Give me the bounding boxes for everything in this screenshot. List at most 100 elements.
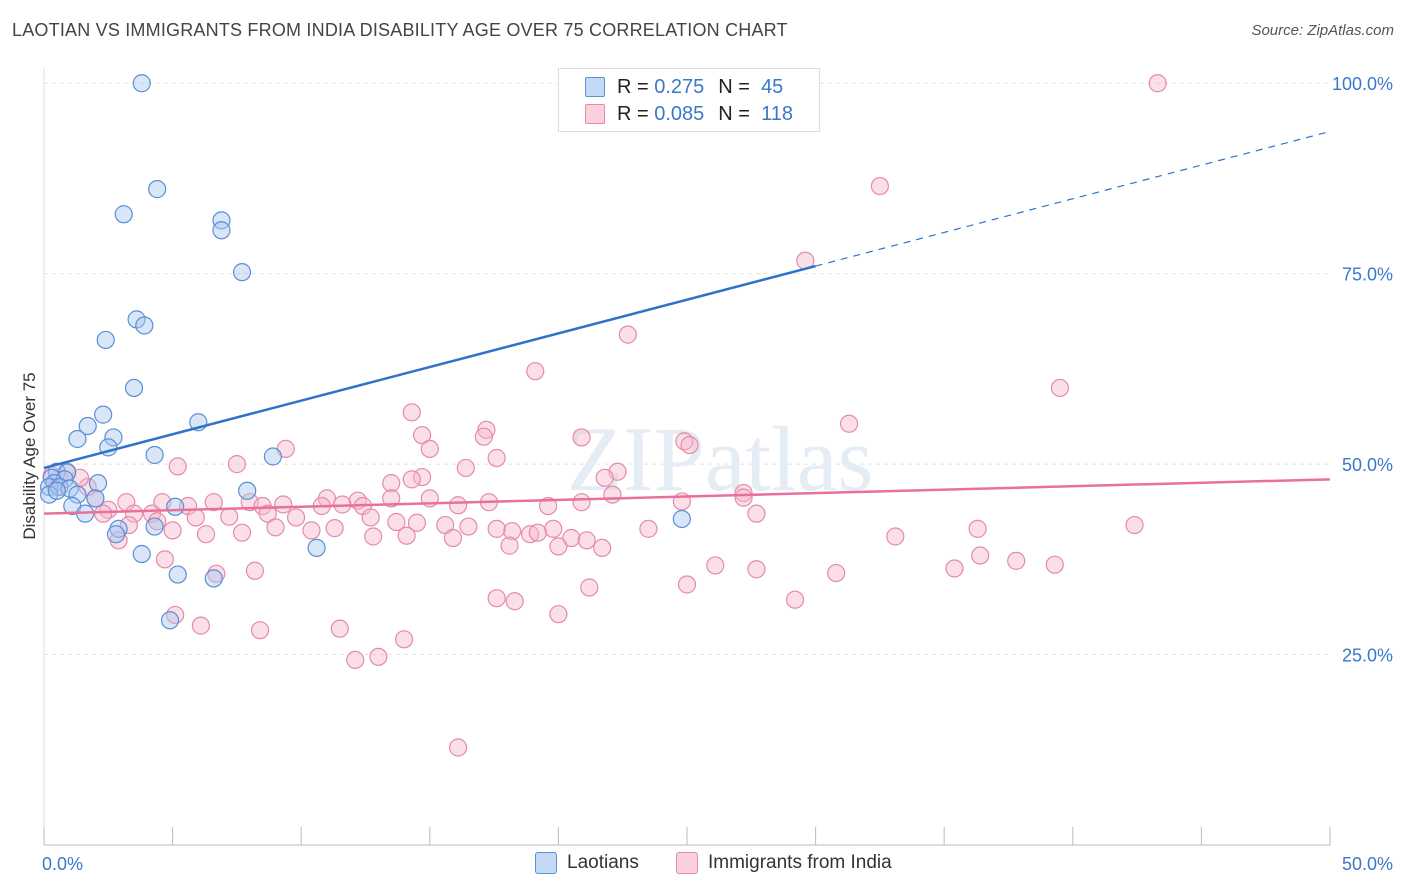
india-point	[443, 528, 463, 548]
laotian-point	[88, 474, 108, 493]
x-ticks	[43, 827, 1331, 845]
laotian-point	[132, 74, 151, 93]
laotian-point	[96, 330, 115, 350]
laotian-point	[114, 205, 133, 224]
india-point	[402, 470, 421, 489]
laotian-point	[212, 221, 231, 240]
india-point	[168, 457, 187, 476]
laotian-point	[104, 428, 123, 447]
source-label: Source: ZipAtlas.com	[1251, 22, 1394, 39]
india-point	[968, 519, 987, 538]
legend-label-laotians: Laotians	[567, 852, 639, 873]
india-point	[945, 559, 964, 578]
india-point	[487, 589, 506, 608]
india-point	[456, 458, 475, 478]
laotian-point	[86, 489, 105, 508]
india-point	[186, 508, 205, 527]
india-point	[677, 575, 697, 594]
legend-row-india: R = 0.085 N = 118	[585, 101, 793, 127]
india-point	[618, 325, 637, 344]
india-point	[680, 435, 699, 455]
india-point	[196, 525, 216, 544]
india-point	[227, 455, 246, 474]
n-label: N =	[718, 102, 750, 125]
laotian-point	[212, 211, 231, 230]
india-point	[870, 176, 890, 196]
india-point	[369, 647, 388, 666]
india-point	[155, 550, 174, 569]
n-label: N =	[718, 75, 750, 98]
india-point	[448, 738, 468, 757]
india-point	[580, 578, 599, 597]
laotians-swatch	[585, 77, 605, 97]
india-point	[503, 522, 522, 541]
india-point	[639, 519, 658, 538]
laotians-trend-extension	[815, 130, 1331, 267]
india-point	[245, 561, 265, 580]
laotian-point	[160, 611, 180, 630]
india-point	[459, 517, 478, 536]
legend-box: R = 0.275 N = 45 R = 0.085 N = 118	[558, 68, 820, 132]
legend-item-laotians: Laotians	[535, 852, 639, 874]
india-point	[572, 428, 591, 447]
india-point	[549, 537, 568, 556]
india-point	[330, 619, 349, 638]
india-point	[971, 546, 990, 565]
india-point	[325, 519, 344, 538]
grid-lines	[44, 82, 1330, 656]
bottom-legend: Laotians Immigrants from India	[0, 850, 1406, 880]
india-point	[500, 536, 519, 555]
laotian-point	[68, 485, 87, 504]
india-point	[526, 362, 545, 381]
india-point	[387, 512, 406, 532]
laotian-point	[132, 544, 151, 564]
india-point	[119, 515, 138, 535]
india-point	[302, 521, 321, 540]
india-point	[204, 493, 223, 512]
laotian-point	[78, 416, 97, 436]
x-tick-labels: 0.0% 50.0%	[42, 854, 1393, 874]
india-point	[250, 621, 270, 640]
r-label: R =	[617, 75, 649, 98]
india-point	[734, 483, 753, 503]
india-point	[274, 495, 293, 514]
india-point	[603, 485, 622, 504]
india-point	[412, 426, 432, 445]
laotian-point	[232, 263, 252, 282]
laotian-point	[263, 447, 283, 466]
india-point	[593, 538, 612, 558]
india-point	[346, 650, 365, 669]
laotian-point	[166, 497, 185, 516]
y-tick-labels: 25.0% 50.0% 75.0% 100.0%	[1332, 74, 1393, 665]
india-point	[572, 493, 591, 512]
laotians-trend-line	[43, 264, 816, 470]
india-point	[232, 523, 252, 542]
india-point	[487, 519, 506, 538]
r-value: 0.085	[654, 102, 705, 125]
india-point	[124, 504, 144, 523]
india-point	[487, 448, 506, 468]
india-point	[528, 523, 547, 542]
india-trend-line	[43, 478, 1331, 515]
india-point	[539, 496, 558, 516]
laotian-point	[148, 180, 167, 199]
laotian-point	[672, 509, 691, 529]
laotian-point	[204, 569, 223, 588]
x-tick-label: 0.0%	[42, 854, 83, 874]
x-tick-label: 50.0%	[1342, 854, 1393, 874]
laotian-point	[145, 445, 164, 465]
india-point	[577, 531, 596, 550]
legend-item-india: Immigrants from India	[676, 852, 892, 874]
r-value: 0.275	[654, 75, 705, 98]
laotian-point	[94, 405, 113, 424]
india-point	[505, 592, 524, 611]
india-point	[364, 527, 383, 546]
india-swatch	[585, 104, 605, 124]
india-point	[286, 508, 306, 527]
laotian-point	[307, 538, 326, 558]
india-point	[94, 504, 113, 523]
india-point	[191, 616, 210, 635]
y-axis-title: Disability Age Over 75	[20, 372, 39, 540]
laotians-swatch	[535, 852, 557, 874]
